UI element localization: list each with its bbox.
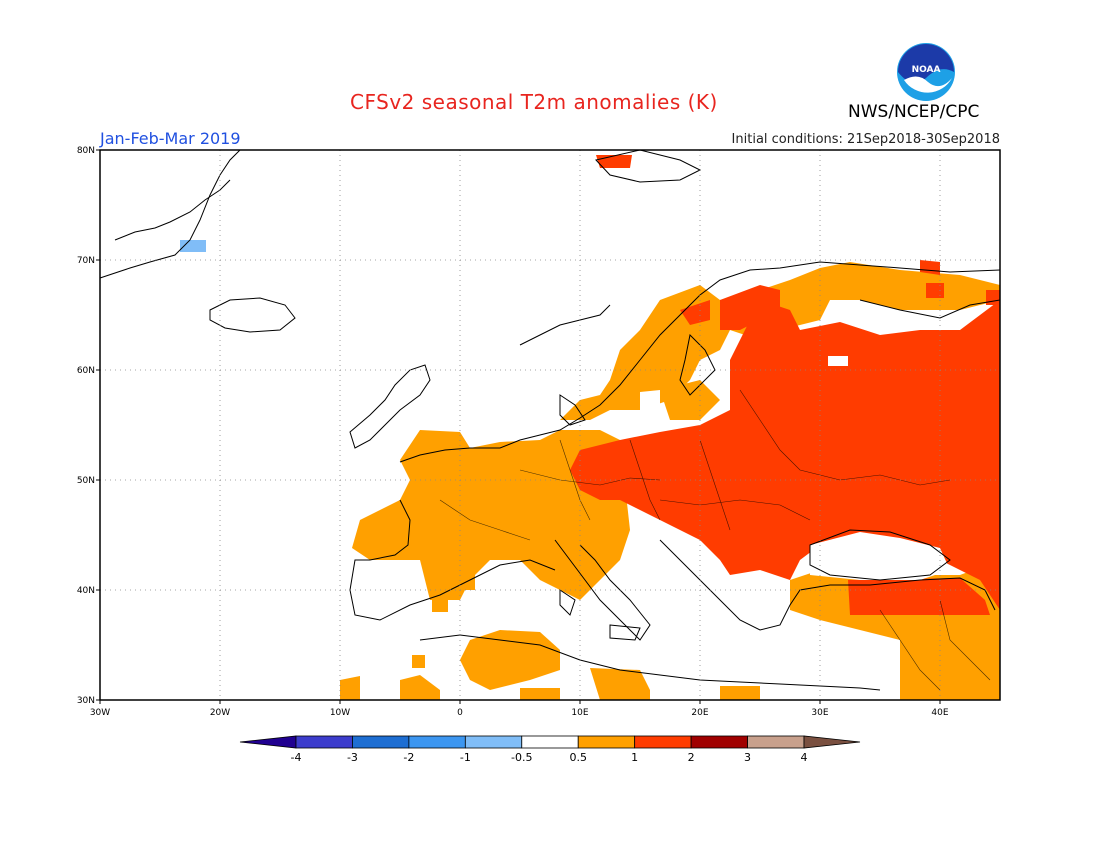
logo-text: NOAA [912,65,941,75]
lat-label: 80N [77,146,95,156]
lat-label: 50N [77,476,95,486]
initial-conditions: Initial conditions: 21Sep2018-30Sep2018 [731,132,1000,147]
colorbar-label: -2 [403,751,414,764]
agency-label: NWS/NCEP/CPC [848,102,980,122]
colorbar-label: 0.5 [569,751,587,764]
lon-label: 10E [571,708,588,718]
map-title: CFSv2 seasonal T2m anomalies (K) [350,90,718,114]
colorbar-min-arrow [239,735,297,749]
lat-label: 70N [77,256,95,266]
lon-label: 20E [691,708,708,718]
map-frame [99,149,1001,701]
colorbar-label: -0.5 [511,751,532,764]
lon-label: 30E [811,708,828,718]
lon-label: 30W [90,708,110,718]
colorbar-label: 1 [631,751,638,764]
lon-label: 40E [931,708,948,718]
colorbar-swatch [352,735,410,749]
colorbar-max-arrow [803,735,861,749]
latitude-labels: 30N 40N 50N 60N 70N 80N [77,146,95,706]
colorbar-swatch [408,735,466,749]
colorbar-swatch [690,735,748,749]
noaa-logo-icon: NOAA [897,43,955,101]
colorbar-label: -3 [347,751,358,764]
colorbar-swatch [464,735,523,749]
country-borders [439,389,991,691]
colorbar-label: 4 [801,751,808,764]
forecast-period: Jan-Feb-Mar 2019 [100,129,241,148]
graticule [100,150,1000,700]
lon-label: 20W [210,708,230,718]
colorbar: -4 -3 -2 -1 -0.5 0.5 1 2 3 4 [239,735,861,764]
colorbar-label: -1 [460,751,471,764]
longitude-labels: 30W 20W 10W 0 10E 20E 30E 40E [90,708,949,718]
colorbar-label: -4 [291,751,302,764]
anomaly-fields [180,155,1000,700]
lat-label: 40N [77,586,95,596]
colorbar-swatch [634,735,692,749]
lon-label: 10W [330,708,350,718]
lat-label: 30N [77,696,95,706]
colorbar-swatch [521,735,579,749]
colorbar-swatch [577,735,636,749]
colorbar-swatch [295,735,353,749]
colorbar-swatch [747,735,805,749]
colorbar-label: 3 [744,751,751,764]
colorbar-label: 2 [688,751,695,764]
lat-label: 60N [77,366,95,376]
lon-label: 0 [457,708,463,718]
